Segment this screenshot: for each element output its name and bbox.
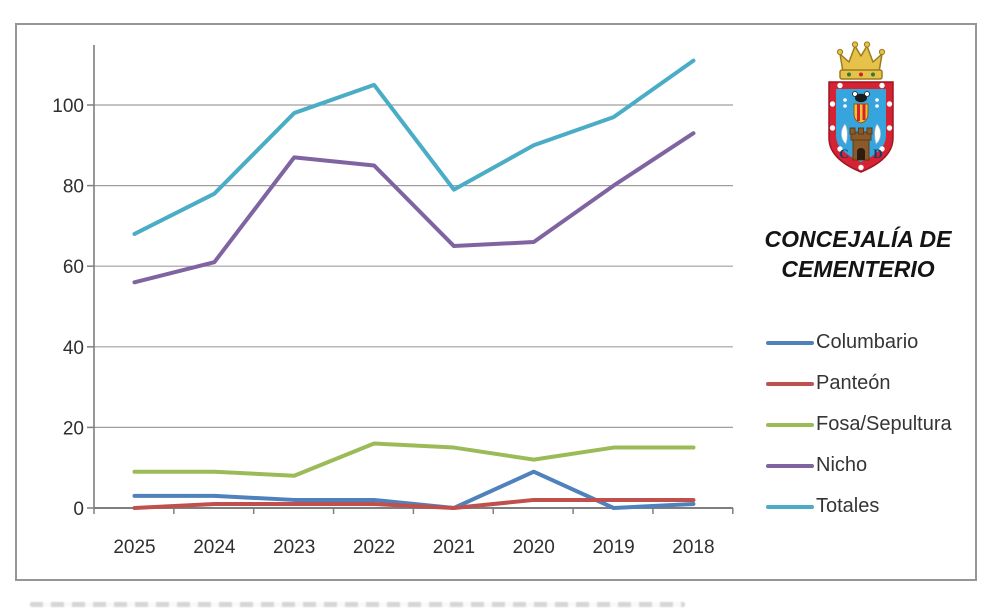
y-axis-label: 20 xyxy=(63,418,84,439)
x-axis-label: 2019 xyxy=(592,537,634,558)
legend-line-swatch xyxy=(766,340,814,345)
x-axis-label: 2018 xyxy=(672,537,714,558)
y-axis-label: 40 xyxy=(63,338,84,359)
legend-label: Columbario xyxy=(816,331,919,353)
tower-icon xyxy=(849,127,873,161)
legend-line-swatch xyxy=(766,422,814,427)
legend-item-columbario: Columbario xyxy=(766,322,981,363)
x-axis-label: 2024 xyxy=(193,537,236,558)
y-axis-label: 60 xyxy=(63,257,84,278)
flanking-ornaments xyxy=(841,123,881,145)
legend-item-pante-n: Panteón xyxy=(766,363,981,404)
legend-label: Totales xyxy=(816,495,880,517)
y-axis-label: 0 xyxy=(73,499,84,520)
legend-label: Panteón xyxy=(816,372,891,394)
crest-letter-c: C xyxy=(839,146,848,161)
cropped-text-artifact xyxy=(30,602,685,607)
legend-label: Fosa/Sepultura xyxy=(816,413,952,435)
coat-of-arms: C D xyxy=(828,41,894,173)
legend-line-swatch xyxy=(766,381,814,386)
y-axis-label: 100 xyxy=(52,96,84,117)
legend-label: Nicho xyxy=(816,454,868,476)
x-axis-label: 2020 xyxy=(513,537,555,558)
series-line-totales xyxy=(132,58,696,236)
bee-icon xyxy=(852,91,870,103)
x-axis-label: 2021 xyxy=(433,537,475,558)
y-axis-label: 80 xyxy=(63,177,84,198)
crown-icon xyxy=(836,41,886,80)
legend-item-nicho: Nicho xyxy=(766,445,981,486)
legend-line-swatch xyxy=(766,463,814,468)
series-line-columbario xyxy=(132,469,696,510)
department-title-line2: CEMENTERIO xyxy=(781,256,935,282)
field-dots xyxy=(843,98,879,108)
legend-item-fosa-sepultura: Fosa/Sepultura xyxy=(766,404,981,445)
series-line-nicho xyxy=(132,131,696,285)
striped-shield-icon xyxy=(853,103,869,124)
department-title: CONCEJALÍA DE CEMENTERIO xyxy=(752,224,964,284)
series-line-pante-n xyxy=(132,497,696,510)
shield: C D xyxy=(828,81,894,173)
x-axis-label: 2022 xyxy=(353,537,395,558)
department-title-line1: CONCEJALÍA DE xyxy=(764,226,952,252)
x-axis-label: 2025 xyxy=(113,537,155,558)
crest-letter-d: D xyxy=(873,146,882,161)
chart-legend: Columbario Panteón Fosa/Sepultura Nicho Tota… xyxy=(766,322,981,527)
series-line-fosa-sepultura xyxy=(132,441,696,478)
x-axis-label: 2023 xyxy=(273,537,315,558)
legend-item-totales: Totales xyxy=(766,486,981,527)
legend-line-swatch xyxy=(766,504,814,509)
